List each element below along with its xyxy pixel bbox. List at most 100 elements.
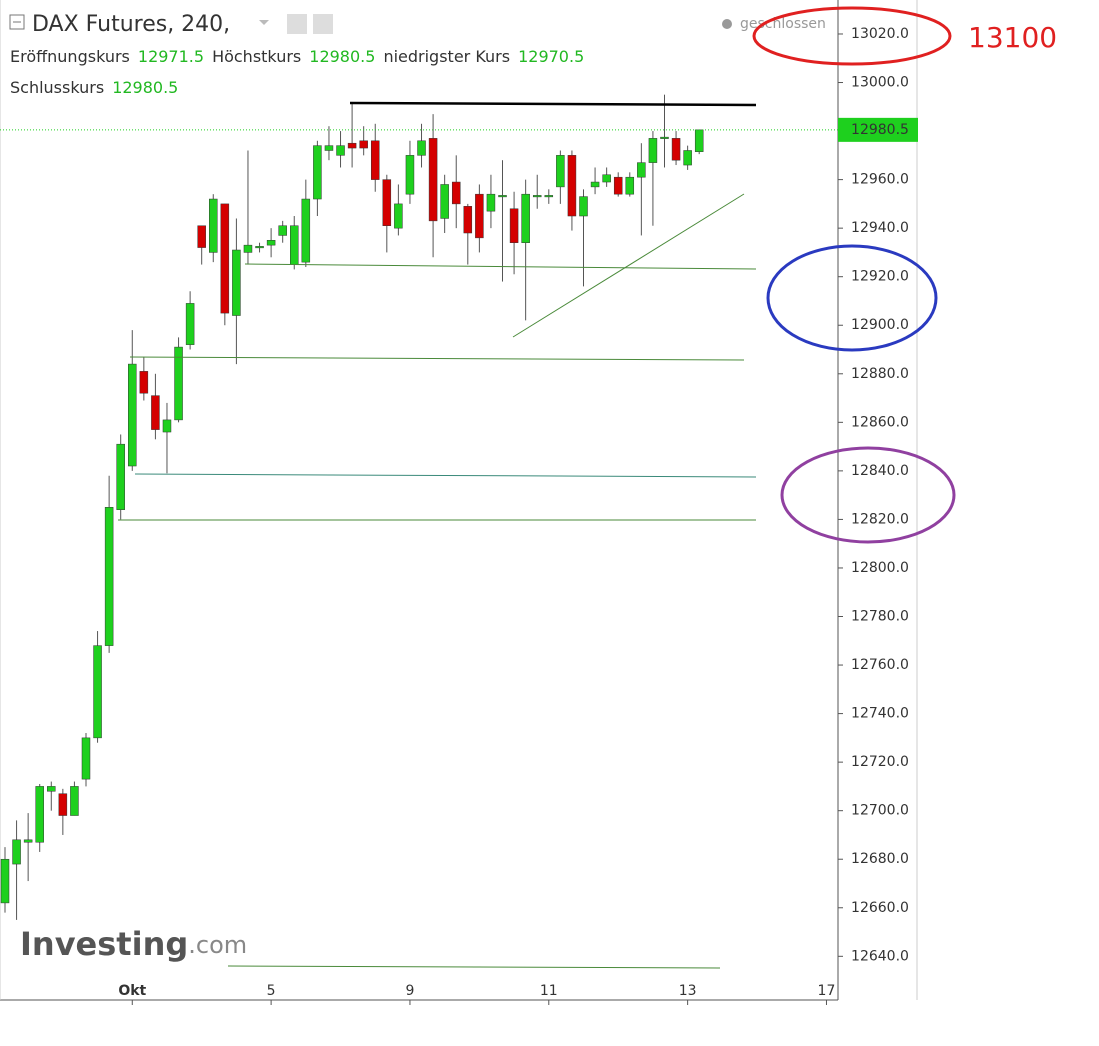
candle-body [648,138,658,163]
candle-body [509,208,519,243]
candle-body [209,198,218,253]
legend-value: 12970.5 [518,47,584,66]
candle-body [382,179,392,226]
brand-suffix: .com [188,931,247,959]
collapse-icon[interactable] [9,14,25,30]
y-tick-label: 12900.0 [851,317,909,333]
candle-body [128,363,137,467]
candle-body [81,737,91,780]
legend-value: 12980.5 [112,78,178,97]
y-tick-label: 12960.0 [851,172,909,188]
candle-body [567,155,577,217]
brand-name: Investing [20,925,188,963]
y-tick-label: 12840.0 [851,463,909,479]
highlight-ellipse [766,244,938,352]
candle-body [58,793,68,816]
candle-body [579,196,588,217]
legend-label: Schlusskurs [10,78,104,97]
status-text: geschlossen [740,16,826,32]
legend-label: niedrigster Kurs [383,47,510,66]
candle-body [370,140,380,180]
x-tick-label: 17 [818,983,836,999]
settings-icon[interactable] [287,14,307,34]
candle-body [197,225,206,248]
gear-icon[interactable] [313,14,333,34]
candle-body [301,198,311,263]
candle-body [185,303,195,345]
legend: Eröffnungskurs 12971.5 Höchstkurs 12980.5 ni… [10,47,584,97]
legend-row: Schlusskurs 12980.5 [10,78,178,97]
candle-body [313,145,322,200]
support-line [227,965,721,969]
y-tick-label: 12640.0 [851,948,909,964]
candle-body [266,240,276,246]
status-dot [722,19,732,29]
candle-body [243,244,253,253]
y-tick-label: 12820.0 [851,511,909,527]
candle-body [451,181,461,205]
candle-body [104,507,114,646]
candle-body [255,246,264,249]
candle-body [417,140,426,156]
support-line [244,263,757,270]
x-tick-label: 5 [267,983,276,999]
y-tick-label: 12720.0 [851,754,909,770]
candle-body [671,138,681,161]
y-tick-label: 12660.0 [851,900,909,916]
y-tick-label: 12800.0 [851,560,909,576]
candle-body [93,645,102,739]
candle-body [590,181,600,188]
candle-body [544,195,554,198]
x-tick-label: 13 [679,983,697,999]
plot [0,94,704,920]
y-tick-label: 12760.0 [851,657,909,673]
candle-body [405,155,415,195]
highlight-ellipse [752,6,952,66]
candle-body [498,195,507,198]
candle-body [324,145,334,151]
candle-body [151,395,160,430]
candle-body [602,174,611,183]
y-tick-label: 12740.0 [851,706,909,722]
candle-body [116,443,125,510]
candle-body [521,193,530,243]
dropdown-icon[interactable] [259,20,269,25]
candle-body [290,225,299,265]
candle-body [220,203,230,314]
highlight-ellipse [780,446,956,544]
candle-body [394,203,403,229]
resistance-line [349,101,757,107]
candle-body [0,858,10,904]
candle-body [556,155,565,188]
brand-logo: Investing.com [20,925,247,963]
candle-body [359,140,368,149]
y-tick-label: 13000.0 [851,75,909,91]
y-tick-label: 12780.0 [851,609,909,625]
candle-body [23,839,33,843]
legend-value: 12971.5 [138,47,204,66]
legend-label: Höchstkurs [212,47,301,66]
y-tick-label: 12680.0 [851,851,909,867]
candle-body [486,193,496,212]
candle-body [440,184,449,219]
candle-body [70,786,79,816]
candle-body [347,142,357,149]
y-tick-label: 12860.0 [851,414,909,430]
candle-body [683,150,692,166]
last-price-label: 12980.5 [851,122,909,138]
candle-body [532,195,542,198]
candle-body [475,193,484,239]
candle-body [336,145,345,156]
candle-body [463,206,473,234]
candle-body [232,249,241,316]
candle-body [35,786,44,843]
candle-body [162,419,172,433]
legend-value: 12980.5 [309,47,375,66]
y-tick-label: 13020.0 [851,26,909,42]
candle-body [12,839,21,865]
annotation-text: 13100 [968,21,1057,54]
support-line [134,473,757,478]
